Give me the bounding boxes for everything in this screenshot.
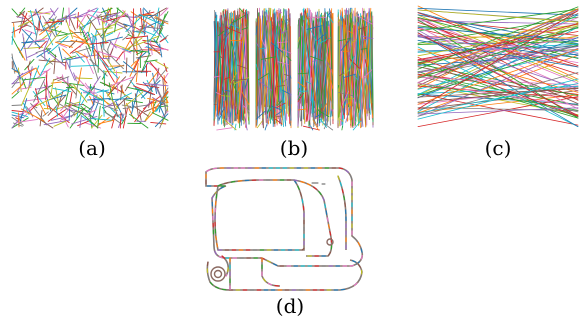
panel-d-coffee-maker [205,167,364,291]
panel-c-crossing-lines [417,5,579,128]
caption-a: (a) [78,136,106,160]
panel-a-random-strokes [11,7,169,129]
caption-b: (b) [279,136,309,160]
caption-c: (c) [484,136,512,160]
panel-b-vertical-bands [213,7,374,131]
caption-d: (d) [275,294,305,318]
